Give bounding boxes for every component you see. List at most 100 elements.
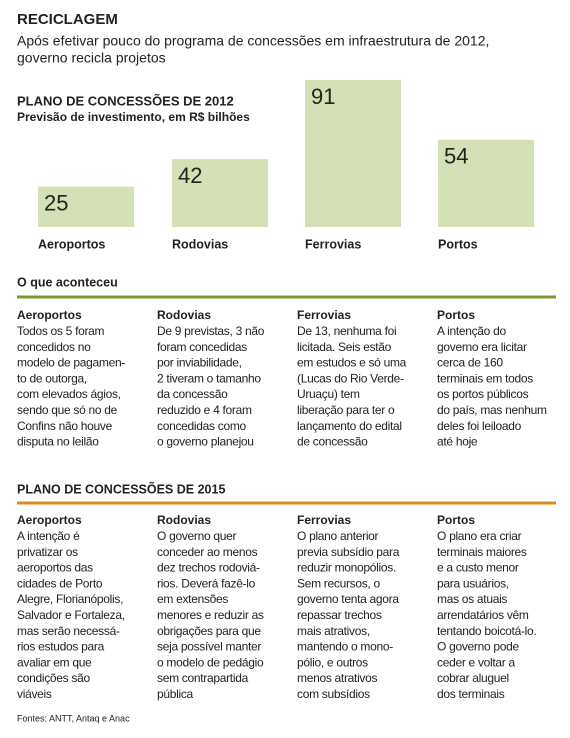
column-text: Sem recursos, o [297,576,380,590]
column-text: o modelo de pedágio [157,655,264,669]
column-text: governo tenta agora [297,592,399,606]
column-text: viáveis [17,687,52,701]
column-text: terminais maiores [437,545,527,559]
column-text: dos terminais [437,687,505,701]
bar [438,139,534,227]
category-label: Aeroportos [38,237,105,251]
column-text: concedidos no [17,340,91,354]
bar [38,186,134,227]
column-text: os portos públicos [437,387,529,401]
column-text: cidades de Porto [17,576,103,590]
column-text: obrigações para que [157,624,261,638]
subtitle: governo recicla projetos [17,50,166,66]
column-text: ceder e voltar a [437,655,516,669]
column-text: por inviabilidade, [157,356,242,370]
column-text: A intenção do [437,324,506,338]
value-label: 42 [178,163,202,188]
chart-subtitle: Previsão de investimento, em R$ bilhões [17,110,250,124]
column-text: lançamento do edital [297,419,402,433]
column-text: O plano anterior [297,529,379,543]
column-text: de concessão [297,435,368,449]
category-label: Portos [438,237,478,251]
column-text: o governo planejou [157,435,254,449]
column-text: rios. Deverá fazê-lo [157,576,256,590]
column-title: Portos [437,513,475,527]
column-text: disputa no leilão [17,435,99,449]
column-text: pública [157,687,194,701]
column-title: Ferrovias [297,513,351,527]
column-text: O governo pode [437,640,519,654]
column-text: mantendo o mono- [297,640,393,654]
column-text: privatizar os [17,545,78,559]
column-text: e a custo menor [437,561,519,575]
column-text: licitada. Seis estão [297,340,392,354]
column-text: seja possível manter [157,640,261,654]
column-text: rios estudos para [17,640,105,654]
category-label: Rodovias [172,237,228,251]
column-text: Salvador e Fortaleza, [17,608,125,622]
column-text: A intenção é [17,529,80,543]
column-text: dez trechos rodoviá- [157,561,260,575]
column-title: Aeroportos [17,308,82,322]
column-text: arrendatários vêm [437,608,529,622]
column-text: avaliar em que [17,655,92,669]
column-text: menos atrativos [297,671,378,685]
column-text: repassar trechos [297,608,382,622]
column-text: menores e reduzir as [157,608,264,622]
column-text: conceder ao menos [157,545,258,559]
page-title: RECICLAGEM [17,11,118,28]
column-text: O plano era criar [437,529,522,543]
column-text: O governo quer [157,529,236,543]
column-text: previa subsídio para [297,545,400,559]
column-title: Portos [437,308,475,322]
column-text: concedidas como [157,419,247,433]
column-text: Uruaçu) tem [297,387,360,401]
column-text: reduzido e 4 foram [157,403,252,417]
column-text: mas serão necessá- [17,624,120,638]
column-text: com elevados ágios, [17,387,121,401]
column-text: modelo de pagamen- [17,356,125,370]
column-text: pólio, e outros [297,655,368,669]
column-text: cerca de 160 [437,356,503,370]
column-text: mais atrativos, [297,624,370,638]
column-text: com subsídios [297,687,370,701]
column-text: Confins não houve [17,419,113,433]
chart-title: PLANO DE CONCESSÕES DE 2012 [17,93,234,108]
column-text: reduzir monopólios. [297,561,396,575]
value-label: 91 [311,84,335,109]
column-text: até hoje [437,435,478,449]
column-text: foram concedidas [157,340,247,354]
section-title: O que aconteceu [17,275,118,289]
column-text: cobrar aluguel [437,671,509,685]
column-text: to de outorga, [17,371,87,385]
column-text: (Lucas do Rio Verde- [297,371,404,385]
column-text: em estudos e só uma [297,356,407,370]
value-label: 54 [444,144,468,169]
subtitle: Após efetivar pouco do programa de conce… [17,33,489,49]
column-text: governo era licitar [437,340,527,354]
bar [172,159,268,227]
column-text: Todos os 5 foram [17,324,105,338]
column-text: deles foi leiloado [437,419,522,433]
column-text: da concessão [157,387,228,401]
column-text: Alegre, Florianópolis, [17,592,123,606]
column-text: aeroportos das [17,561,93,575]
column-title: Ferrovias [297,308,351,322]
column-text: liberação para ter o [297,403,395,417]
column-text: De 9 previstas, 3 não [157,324,265,338]
value-label: 25 [44,190,68,215]
column-text: mas os atuais [437,592,507,606]
bar [305,80,401,227]
column-text: em extensões [157,592,228,606]
column-text: tentando boicotá-lo. [437,624,536,638]
footer: Fontes: ANTT, Antaq e Anac [17,713,130,723]
column-text: do país, mas nenhum [437,403,547,417]
column-text: sendo que só no de [17,403,118,417]
column-text: 2 tiveram o tamanho [157,371,261,385]
section-title: PLANO DE CONCESSÕES DE 2015 [17,481,225,496]
column-title: Rodovias [157,308,211,322]
column-text: terminais em todos [437,371,533,385]
column-title: Aeroportos [17,513,82,527]
column-title: Rodovias [157,513,211,527]
